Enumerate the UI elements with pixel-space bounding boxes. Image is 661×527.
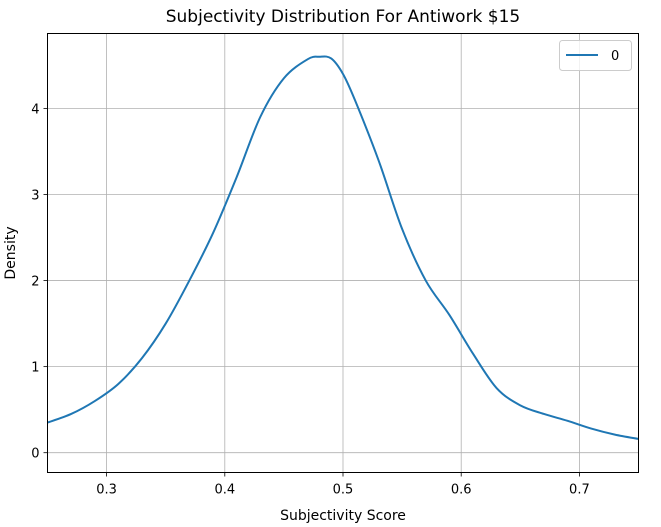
y-axis-label: Density xyxy=(3,226,19,279)
y-axis: 0 1 2 3 4 xyxy=(31,102,48,462)
series-line-0 xyxy=(47,55,639,440)
x-tick-label: 0.7 xyxy=(569,483,590,498)
x-tick-label: 0.6 xyxy=(451,483,472,498)
legend: 0 xyxy=(559,40,632,71)
y-tick-label: 3 xyxy=(31,188,39,203)
legend-label-series-0: 0 xyxy=(611,49,619,64)
x-tick-label: 0.4 xyxy=(214,483,235,498)
x-axis: 0.3 0.4 0.5 0.6 0.7 xyxy=(96,472,590,498)
y-tick-label: 2 xyxy=(31,275,39,290)
x-axis-label: Subjectivity Score xyxy=(280,508,406,524)
y-tick-label: 1 xyxy=(31,361,39,376)
plot-layer xyxy=(47,55,639,440)
chart-title: Subjectivity Distribution For Antiwork $… xyxy=(166,7,521,27)
grid-layer xyxy=(47,33,639,473)
y-tick-label: 4 xyxy=(31,102,39,117)
x-tick-label: 0.3 xyxy=(96,483,117,498)
x-tick-label: 0.5 xyxy=(333,483,354,498)
y-tick-label: 0 xyxy=(31,447,39,462)
